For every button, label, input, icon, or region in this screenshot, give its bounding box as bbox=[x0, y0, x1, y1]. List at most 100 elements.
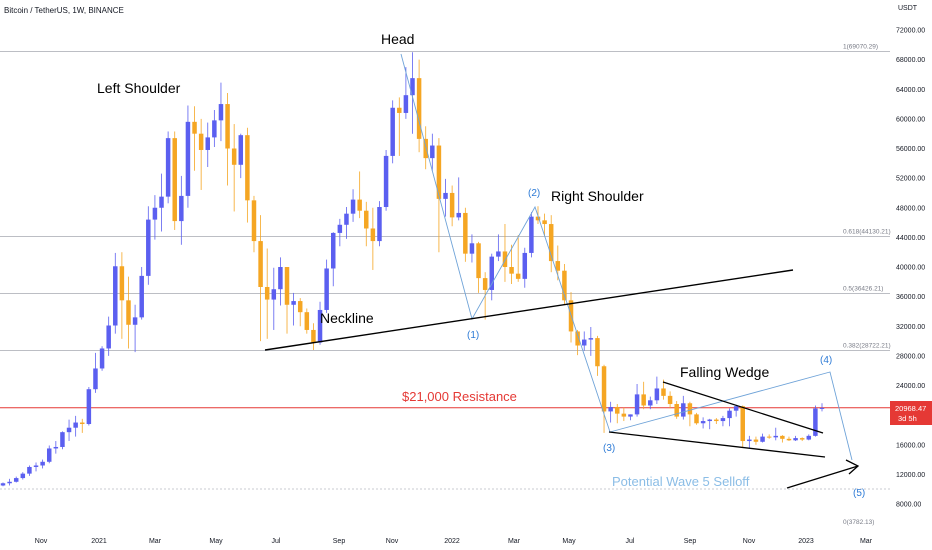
candle-body bbox=[482, 278, 488, 290]
candle-body bbox=[357, 199, 362, 211]
resistance-label: $21,000 Resistance bbox=[402, 389, 517, 404]
candle-body bbox=[819, 407, 825, 409]
x-tick-label: Sep bbox=[684, 538, 697, 545]
fib-label: 0.5(36426.21) bbox=[843, 285, 883, 292]
candle-body bbox=[641, 394, 646, 406]
candle-body bbox=[496, 251, 501, 257]
selloff-arrow bbox=[786, 465, 859, 489]
fib-levels: 1(69070.29) 0.618(44130.21) 0.5(36426.21) 0… bbox=[0, 44, 891, 526]
x-axis: Nov 2021 Mar May Jul Sep Nov 2022 Mar May Jul Sep No… bbox=[35, 538, 873, 545]
y-tick-label: 24000.00 bbox=[896, 383, 925, 390]
currency-label: USDT bbox=[898, 5, 918, 12]
candle-body bbox=[681, 403, 686, 417]
y-tick-label: 44000.00 bbox=[896, 235, 925, 242]
candle-body bbox=[423, 138, 428, 159]
candle-body bbox=[621, 413, 627, 417]
candle-body bbox=[13, 478, 19, 482]
candle-body bbox=[469, 243, 475, 254]
candle-body bbox=[245, 135, 250, 201]
y-tick-label: 68000.00 bbox=[896, 57, 925, 64]
candle-body bbox=[271, 289, 277, 300]
candle-body bbox=[813, 408, 818, 436]
x-tick-label: Jul bbox=[626, 538, 635, 545]
candle-body bbox=[548, 224, 554, 262]
candle-body bbox=[337, 224, 343, 233]
candle-body bbox=[205, 137, 210, 150]
candle-body bbox=[73, 422, 78, 428]
candle-body bbox=[403, 95, 409, 113]
x-tick-label: Nov bbox=[743, 538, 756, 545]
candle-body bbox=[489, 256, 495, 290]
candle-body bbox=[615, 406, 620, 414]
candle-body bbox=[562, 270, 567, 301]
wave-path bbox=[400, 53, 853, 461]
candle-body bbox=[436, 145, 442, 199]
fib-label: 0(3782.13) bbox=[843, 519, 874, 526]
candles bbox=[0, 52, 825, 487]
candle-body bbox=[476, 243, 481, 279]
candle-body bbox=[509, 267, 514, 274]
candle-body bbox=[278, 267, 283, 290]
candle-body bbox=[291, 301, 296, 305]
candle-body bbox=[330, 232, 336, 269]
candle-body bbox=[225, 104, 230, 149]
candle-body bbox=[575, 331, 580, 346]
y-tick-label: 64000.00 bbox=[896, 87, 925, 94]
y-tick-label: 52000.00 bbox=[896, 176, 925, 183]
candle-body bbox=[297, 301, 303, 313]
neckline bbox=[264, 269, 794, 351]
fib-label: 0.618(44130.21) bbox=[843, 228, 891, 235]
wave5-selloff-label: Potential Wave 5 Selloff bbox=[612, 474, 750, 489]
wave-label-1: (1) bbox=[467, 330, 479, 341]
candle-body bbox=[463, 212, 468, 254]
candle-body bbox=[766, 436, 772, 438]
candle-body bbox=[264, 286, 270, 300]
countdown-value: 3d 5h bbox=[898, 414, 917, 423]
fib-label: 1(69070.29) bbox=[843, 44, 878, 51]
x-tick-label: Nov bbox=[386, 538, 399, 545]
candle-body bbox=[799, 438, 805, 440]
candle-body bbox=[410, 78, 415, 96]
candle-body bbox=[628, 414, 633, 417]
candle-body bbox=[172, 138, 177, 222]
y-tick-label: 32000.00 bbox=[896, 324, 925, 331]
candle-body bbox=[661, 388, 666, 396]
candle-body bbox=[780, 435, 785, 439]
candle-body bbox=[595, 338, 600, 367]
candle-body bbox=[714, 419, 719, 422]
arrow-head bbox=[845, 459, 860, 475]
last-price-tag bbox=[890, 401, 932, 425]
candle-body bbox=[27, 466, 32, 474]
candle-body bbox=[390, 107, 395, 156]
candle-body bbox=[20, 473, 26, 479]
candle-body bbox=[251, 200, 257, 242]
candle-body bbox=[608, 406, 613, 412]
candle-body bbox=[397, 107, 402, 113]
y-tick-label: 40000.00 bbox=[896, 265, 925, 272]
candle-body bbox=[179, 195, 184, 222]
candle-body bbox=[311, 329, 316, 343]
candle-body bbox=[443, 192, 448, 199]
candle-body bbox=[535, 216, 541, 221]
candle-body bbox=[601, 366, 607, 412]
candle-body bbox=[119, 266, 125, 301]
x-tick-label: 2021 bbox=[91, 538, 107, 545]
x-tick-label: Sep bbox=[333, 538, 346, 545]
candle-body bbox=[588, 338, 594, 340]
wedge-lower-line bbox=[608, 431, 826, 458]
candle-body bbox=[218, 104, 224, 121]
candle-body bbox=[773, 435, 779, 438]
candle-body bbox=[720, 418, 726, 422]
candle-body bbox=[700, 421, 706, 424]
candle-body bbox=[258, 241, 263, 287]
candle-body bbox=[192, 121, 197, 134]
candle-body bbox=[0, 483, 6, 486]
x-tick-label: Jul bbox=[272, 538, 281, 545]
candle-body bbox=[694, 414, 699, 424]
candle-body bbox=[707, 419, 712, 422]
wave-label-2: (2) bbox=[528, 188, 540, 199]
candle-body bbox=[786, 438, 792, 441]
candle-body bbox=[60, 432, 65, 447]
candle-body bbox=[760, 436, 765, 442]
